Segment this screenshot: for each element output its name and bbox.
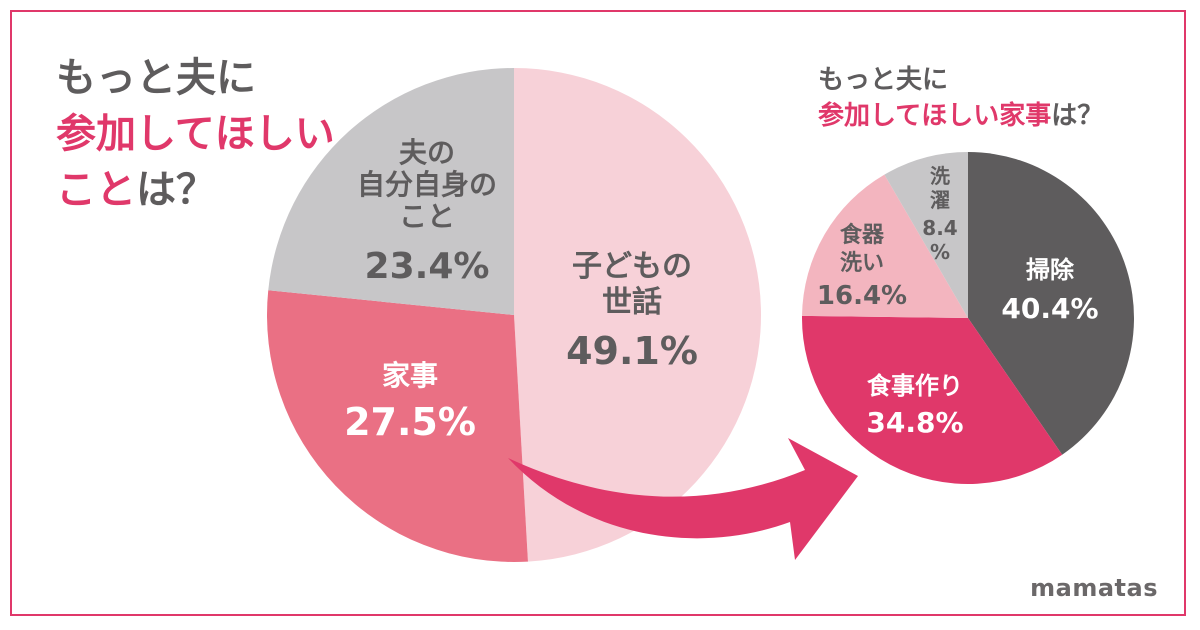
slice-label-dishes-1: 洗い <box>840 251 884 276</box>
pie-slice-laundry <box>884 152 968 318</box>
right-title: もっと夫に 参加してほしい家事は？ <box>818 62 1103 134</box>
left-title-line3-rest: は？ <box>136 167 216 213</box>
slice-label-childcare-0: 子どもの <box>572 249 692 284</box>
slice-label-cleaning-0: 掃除 <box>1026 256 1075 284</box>
slice-label-laundry-0: 洗 <box>930 164 950 188</box>
right-title-line2-rest: は？ <box>1051 101 1104 131</box>
slice-value-dishes: 16.4% <box>817 281 907 311</box>
slice-value-cleaning: 40.4% <box>1001 292 1098 325</box>
left-title-line1: もっと夫に <box>56 55 256 101</box>
slice-label-self-0: 夫の <box>399 136 455 169</box>
slice-label-childcare-1: 世話 <box>602 285 662 320</box>
slice-label-housework-0: 家事 <box>382 359 438 392</box>
slice-value-unit-laundry: % <box>930 240 950 264</box>
right-title-line1: もっと夫に <box>818 65 949 95</box>
pie-slice-self <box>268 68 514 315</box>
pie-slice-housework <box>267 290 528 562</box>
slice-value-self: 23.4% <box>365 246 490 287</box>
slice-label-self-1: 自分自身の <box>357 168 497 201</box>
slice-value-laundry: 8.4 <box>922 216 957 240</box>
slice-value-childcare: 49.1% <box>566 329 698 373</box>
right-title-line2-accent: 参加してほしい家事 <box>818 101 1052 131</box>
slice-label-laundry-1: 濯 <box>930 188 950 212</box>
arrow-icon <box>508 438 858 560</box>
pie-slice-cooking <box>802 315 1063 484</box>
pie-slice-cleaning <box>968 152 1134 455</box>
left-title: もっと夫に 参加してほしい ことは？ <box>56 50 335 218</box>
right-title-line2: 参加してほしい家事は？ <box>818 98 1103 134</box>
brand-logo: mamatas <box>1030 574 1158 602</box>
pie-slice-childcare <box>514 68 762 562</box>
left-title-line2: 参加してほしい <box>56 111 335 157</box>
left-title-line3-accent: こと <box>56 167 136 213</box>
left-title-line3: ことは？ <box>56 162 335 218</box>
frame-border <box>10 10 1186 616</box>
slice-value-housework: 27.5% <box>344 400 476 444</box>
slice-label-cooking-0: 食事作り <box>867 372 963 400</box>
pie-slice-dishes <box>802 174 968 318</box>
slice-label-dishes-0: 食器 <box>840 222 885 248</box>
slice-label-self-2: こと <box>399 200 455 233</box>
slice-value-cooking: 34.8% <box>866 406 963 439</box>
